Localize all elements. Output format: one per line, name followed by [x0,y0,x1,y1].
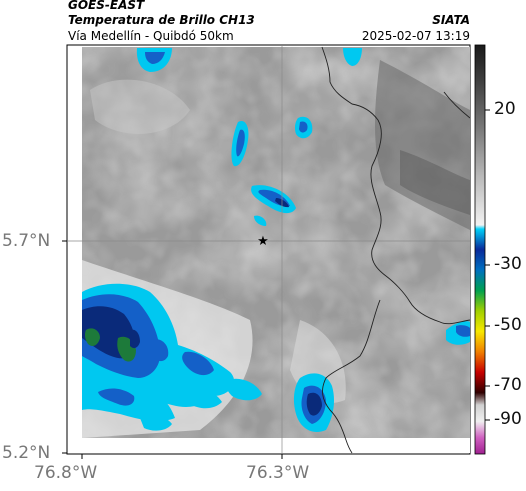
star-icon: ★ [257,234,269,249]
satellite-title: GOES-EAST [68,0,145,12]
colorbar-label: -30 [494,254,522,274]
product-title: Temperatura de Brillo CH13 [68,13,255,27]
lat-tick-label: 5.7°N [2,231,51,251]
colorbar-label: 20 [494,99,516,119]
colorbar-label: -90 [494,409,522,429]
colorbar-label: -70 [494,375,522,395]
cold-cloud-patches [82,48,470,433]
lon-tick-label: 76.8°W [34,463,98,483]
datetime-label: 2025-02-07 13:19 [361,29,470,43]
colorbar-ticks [485,109,490,421]
colorbar [474,44,486,455]
lat-tick-label: 5.2°N [2,443,51,463]
lon-tick-label: 76.3°W [246,463,310,483]
region-label: Vía Medellín - Quibdó 50km [68,29,234,43]
source-label: SIATA [432,13,470,27]
tick-marks [62,240,283,459]
country-border [321,46,471,325]
colorbar-label: -50 [494,315,522,335]
graticule [68,46,470,453]
